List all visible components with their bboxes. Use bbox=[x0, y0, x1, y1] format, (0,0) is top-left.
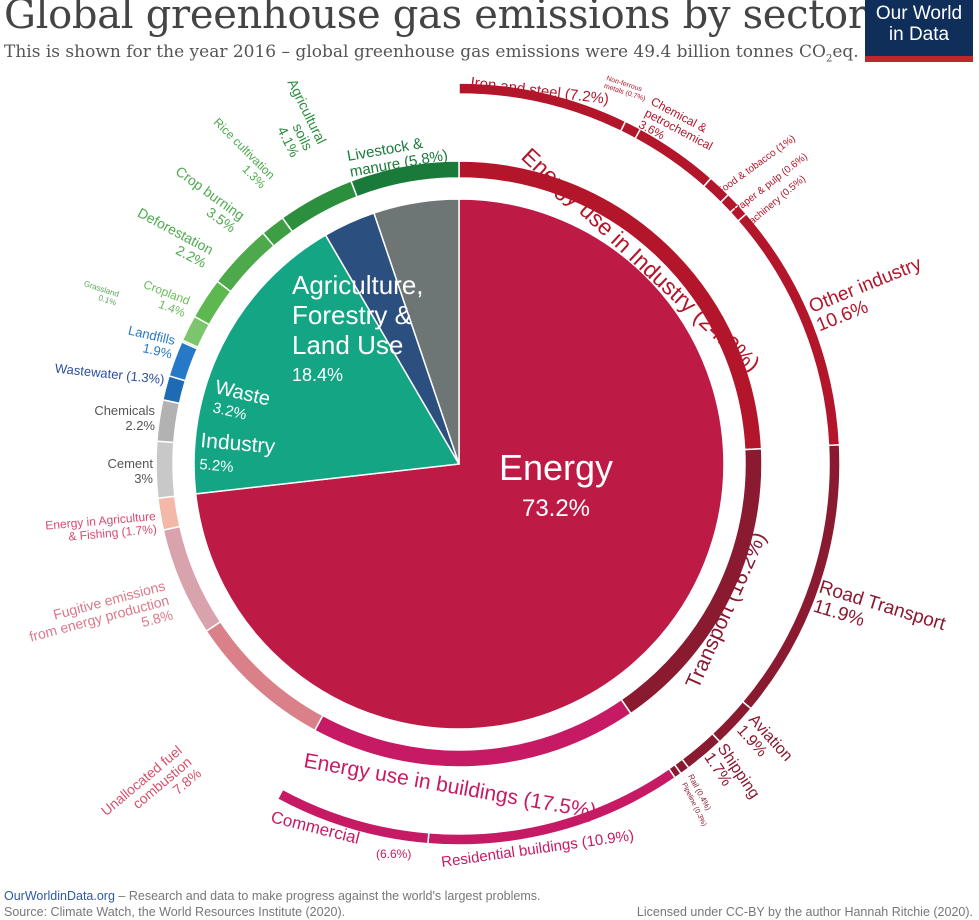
license-suffix: by the author Hannah Ritchie (2020). bbox=[764, 905, 973, 919]
subtitle-end: eq. bbox=[832, 42, 859, 62]
chart-title: Global greenhouse gas emissions by secto… bbox=[4, 0, 867, 38]
ring-segment-cement-3[interactable] bbox=[155, 440, 176, 500]
outer-segment-commercial-6-6[interactable] bbox=[276, 788, 430, 845]
label-agricultural-soils: Agriculturalsoils4.1% bbox=[258, 76, 330, 159]
label-energy: Energy bbox=[499, 447, 613, 488]
label-rice: Rice cultivation1.3% bbox=[202, 115, 278, 191]
label-energy-agriculture: Energy in Agriculture& Fishing (1.7%) bbox=[45, 509, 158, 546]
label-non-ferrous: Non-ferrousmetals (0.7%) bbox=[603, 75, 649, 103]
label-energy-value: 73.2% bbox=[522, 495, 590, 522]
pie-slice-agriculture-forestry-land-use[interactable] bbox=[193, 234, 461, 495]
footer-license: Licensed under CC-BY by the author Hanna… bbox=[637, 905, 973, 919]
label-cement: Cement 3% bbox=[107, 456, 153, 486]
footer-tagline: – Research and data to make progress aga… bbox=[114, 889, 541, 903]
label-landfills: Landfills1.9% bbox=[124, 323, 177, 362]
label-deforestation: Deforestation2.2% bbox=[128, 204, 216, 270]
label-other-industry: Other industry10.6% bbox=[806, 253, 932, 336]
label-wastewater: Wastewater (1.3%) bbox=[54, 361, 165, 387]
chart-subtitle: This is shown for the year 2016 – global… bbox=[4, 42, 859, 64]
label-agriculture-value: 18.4% bbox=[292, 365, 343, 385]
label-road-transport: Road Transport11.9% bbox=[811, 577, 949, 655]
ring-segment-energy-in-agriculture-fishing-1-7[interactable] bbox=[157, 495, 181, 531]
label-agriculture: Agriculture, Forestry & Land Use bbox=[292, 270, 424, 360]
logo-line-2: in Data bbox=[888, 24, 950, 45]
logo-line-1: Our World bbox=[875, 3, 963, 24]
license-link[interactable]: CC-BY bbox=[725, 905, 765, 919]
label-unallocated: Unallocated fuelcombustion7.8% bbox=[98, 742, 204, 842]
subtitle-subscript: 2 bbox=[825, 53, 833, 65]
label-chemicals: Chemicals 2.2% bbox=[94, 403, 155, 433]
label-fugitive: Fugitive emissionsfrom energy production… bbox=[24, 577, 175, 659]
footer-site-link[interactable]: OurWorldinData.org bbox=[4, 889, 115, 903]
subtitle-main: This is shown for the year 2016 – global… bbox=[4, 42, 826, 62]
footer-source: Source: Climate Watch, the World Resourc… bbox=[4, 905, 346, 919]
footer-line-1: OurWorldinData.org – Research and data t… bbox=[4, 889, 540, 903]
label-industry-value: 5.2% bbox=[199, 456, 235, 476]
license-prefix: Licensed under bbox=[636, 905, 726, 919]
label-commercial-value: (6.6%) bbox=[376, 847, 411, 861]
label-cropland: Cropland1.4% bbox=[137, 277, 192, 320]
sunburst-chart: Energy 73.2% Agriculture, Forestry & Land Us… bbox=[24, 74, 949, 871]
pie-slice-industry[interactable] bbox=[372, 198, 460, 465]
ring-segment-chemicals-2-2[interactable] bbox=[156, 398, 181, 444]
label-grassland: Grassland0.1% bbox=[80, 279, 120, 307]
owid-logo[interactable]: Our World in Data bbox=[865, 0, 973, 62]
ring-segment-livestock-manure-5-8[interactable] bbox=[350, 160, 460, 198]
